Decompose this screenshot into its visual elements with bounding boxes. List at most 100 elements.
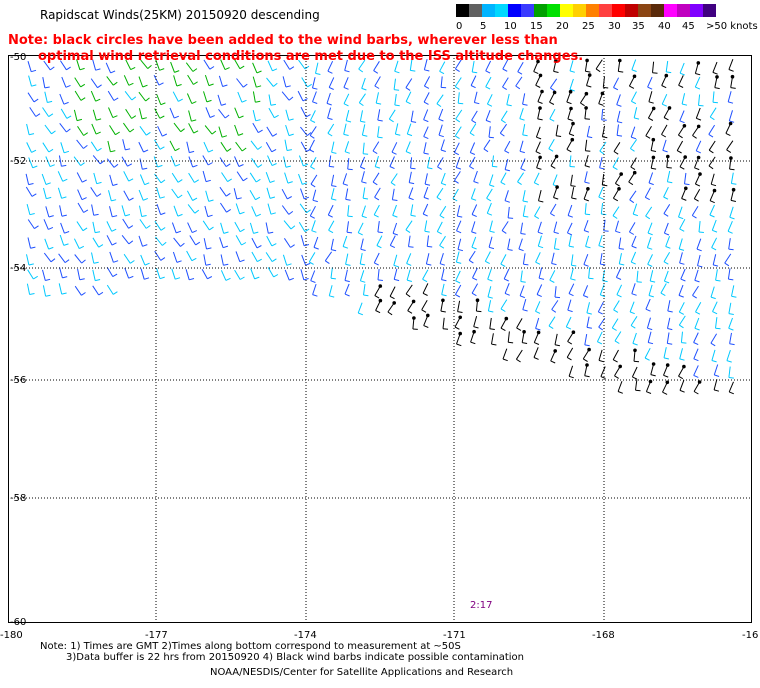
legend-label-10: 10 <box>504 21 517 32</box>
wind-barb <box>711 237 718 248</box>
wind-barb-flag <box>395 133 401 136</box>
wind-barb <box>281 205 290 215</box>
wind-barb-flag <box>645 215 651 220</box>
wind-barb <box>106 266 114 277</box>
wind-barb <box>265 172 271 183</box>
wind-barb <box>471 204 478 215</box>
wind-barb <box>586 302 590 314</box>
wind-barb <box>410 110 414 122</box>
wind-barb <box>281 91 290 101</box>
wind-barb-flag <box>665 246 671 249</box>
wind-barb-flag <box>377 119 383 122</box>
wind-barb-flag <box>663 213 669 217</box>
wind-barb-flag <box>456 230 462 234</box>
wind-barb <box>331 141 335 153</box>
wind-barb-flag <box>95 131 101 135</box>
pass-time-label: 2:17 <box>470 600 493 611</box>
legend-label-5: 5 <box>480 21 487 32</box>
lat-label-54: -54 <box>10 263 27 274</box>
wind-barb-flag <box>632 342 638 346</box>
wind-barb <box>632 203 638 215</box>
wind-barb-flag <box>191 119 197 122</box>
wind-barb <box>298 155 304 167</box>
wind-barb-flag <box>289 66 295 70</box>
wind-barb <box>678 366 685 377</box>
contamination-circle <box>554 58 558 63</box>
wind-barb-flag <box>111 242 117 246</box>
lat-label-56: -56 <box>10 375 27 386</box>
wind-barb-flag <box>711 360 717 363</box>
contamination-circle <box>697 380 702 384</box>
wind-barb-flag <box>724 262 730 267</box>
wind-barb <box>266 77 274 87</box>
wind-barb-flag <box>585 150 591 152</box>
wind-barb-flag <box>583 358 588 363</box>
wind-barb-flag <box>177 179 183 183</box>
legend-swatch <box>599 4 612 17</box>
wind-barb-flag <box>485 260 490 265</box>
wind-barb <box>568 235 572 247</box>
wind-barb <box>551 300 559 310</box>
wind-barb <box>297 90 304 102</box>
wind-barb-flag <box>584 230 590 233</box>
wind-barb <box>534 206 541 217</box>
wind-barb-flag <box>726 360 732 363</box>
wind-barb-flag <box>508 217 514 219</box>
wind-barb-flag <box>548 325 554 330</box>
footnote-line-1: Note: 1) Times are GMT 2)Times along bot… <box>40 641 461 652</box>
legend-swatch <box>664 4 677 17</box>
wind-barb <box>373 252 380 264</box>
wind-barb <box>42 142 50 153</box>
wind-barb-flag <box>49 66 55 71</box>
wind-barb <box>709 107 717 118</box>
wind-barb <box>694 76 701 88</box>
wind-barb <box>663 251 671 262</box>
wind-barb <box>538 267 543 279</box>
wind-barb-flag <box>695 150 702 154</box>
contamination-circle <box>584 91 589 96</box>
wind-barb <box>693 348 699 359</box>
wind-barb <box>156 268 161 279</box>
wind-barb <box>488 126 491 138</box>
wind-barb <box>393 78 396 90</box>
wind-barb-flag <box>180 242 185 247</box>
wind-barb-flag <box>93 213 99 216</box>
wind-barb <box>203 141 209 153</box>
wind-barb <box>613 77 620 88</box>
wind-barb <box>714 76 718 88</box>
wind-barb-flag <box>550 212 555 217</box>
wind-barb <box>424 220 428 232</box>
wind-barb-flag <box>28 133 35 136</box>
wind-barb-flag <box>421 309 427 313</box>
wind-barb-flag <box>33 275 38 280</box>
wind-barb <box>533 347 539 358</box>
wind-barb <box>189 235 197 246</box>
wind-barb-flag <box>194 209 200 214</box>
wind-barb <box>550 350 556 362</box>
wind-barb-flag <box>160 102 166 106</box>
wind-barb <box>235 141 243 152</box>
wind-barb <box>43 219 49 230</box>
legend-label-50-knots: >50 knots <box>706 21 758 32</box>
wind-barb-flag <box>489 230 495 233</box>
wind-barb <box>106 284 114 295</box>
wind-barb-flag <box>141 215 147 217</box>
lon-label-171: -171 <box>443 630 466 641</box>
wind-barb-flag <box>519 118 525 121</box>
wind-barb <box>106 76 114 86</box>
wind-barb <box>172 91 179 102</box>
wind-barb-flag <box>469 165 475 170</box>
wind-barb <box>662 139 667 151</box>
wind-barb <box>91 252 95 264</box>
wind-barb-flag <box>304 196 310 200</box>
wind-barb <box>202 155 209 166</box>
wind-barb-flag <box>567 232 573 236</box>
wind-barb-flag <box>515 85 521 90</box>
wind-barb <box>59 205 63 217</box>
wind-barb <box>676 140 684 151</box>
wind-barb-flag <box>694 279 700 283</box>
wind-barb <box>535 126 541 138</box>
wind-barb <box>57 171 64 182</box>
wind-barb-flag <box>238 164 244 167</box>
wind-barb <box>324 251 333 262</box>
